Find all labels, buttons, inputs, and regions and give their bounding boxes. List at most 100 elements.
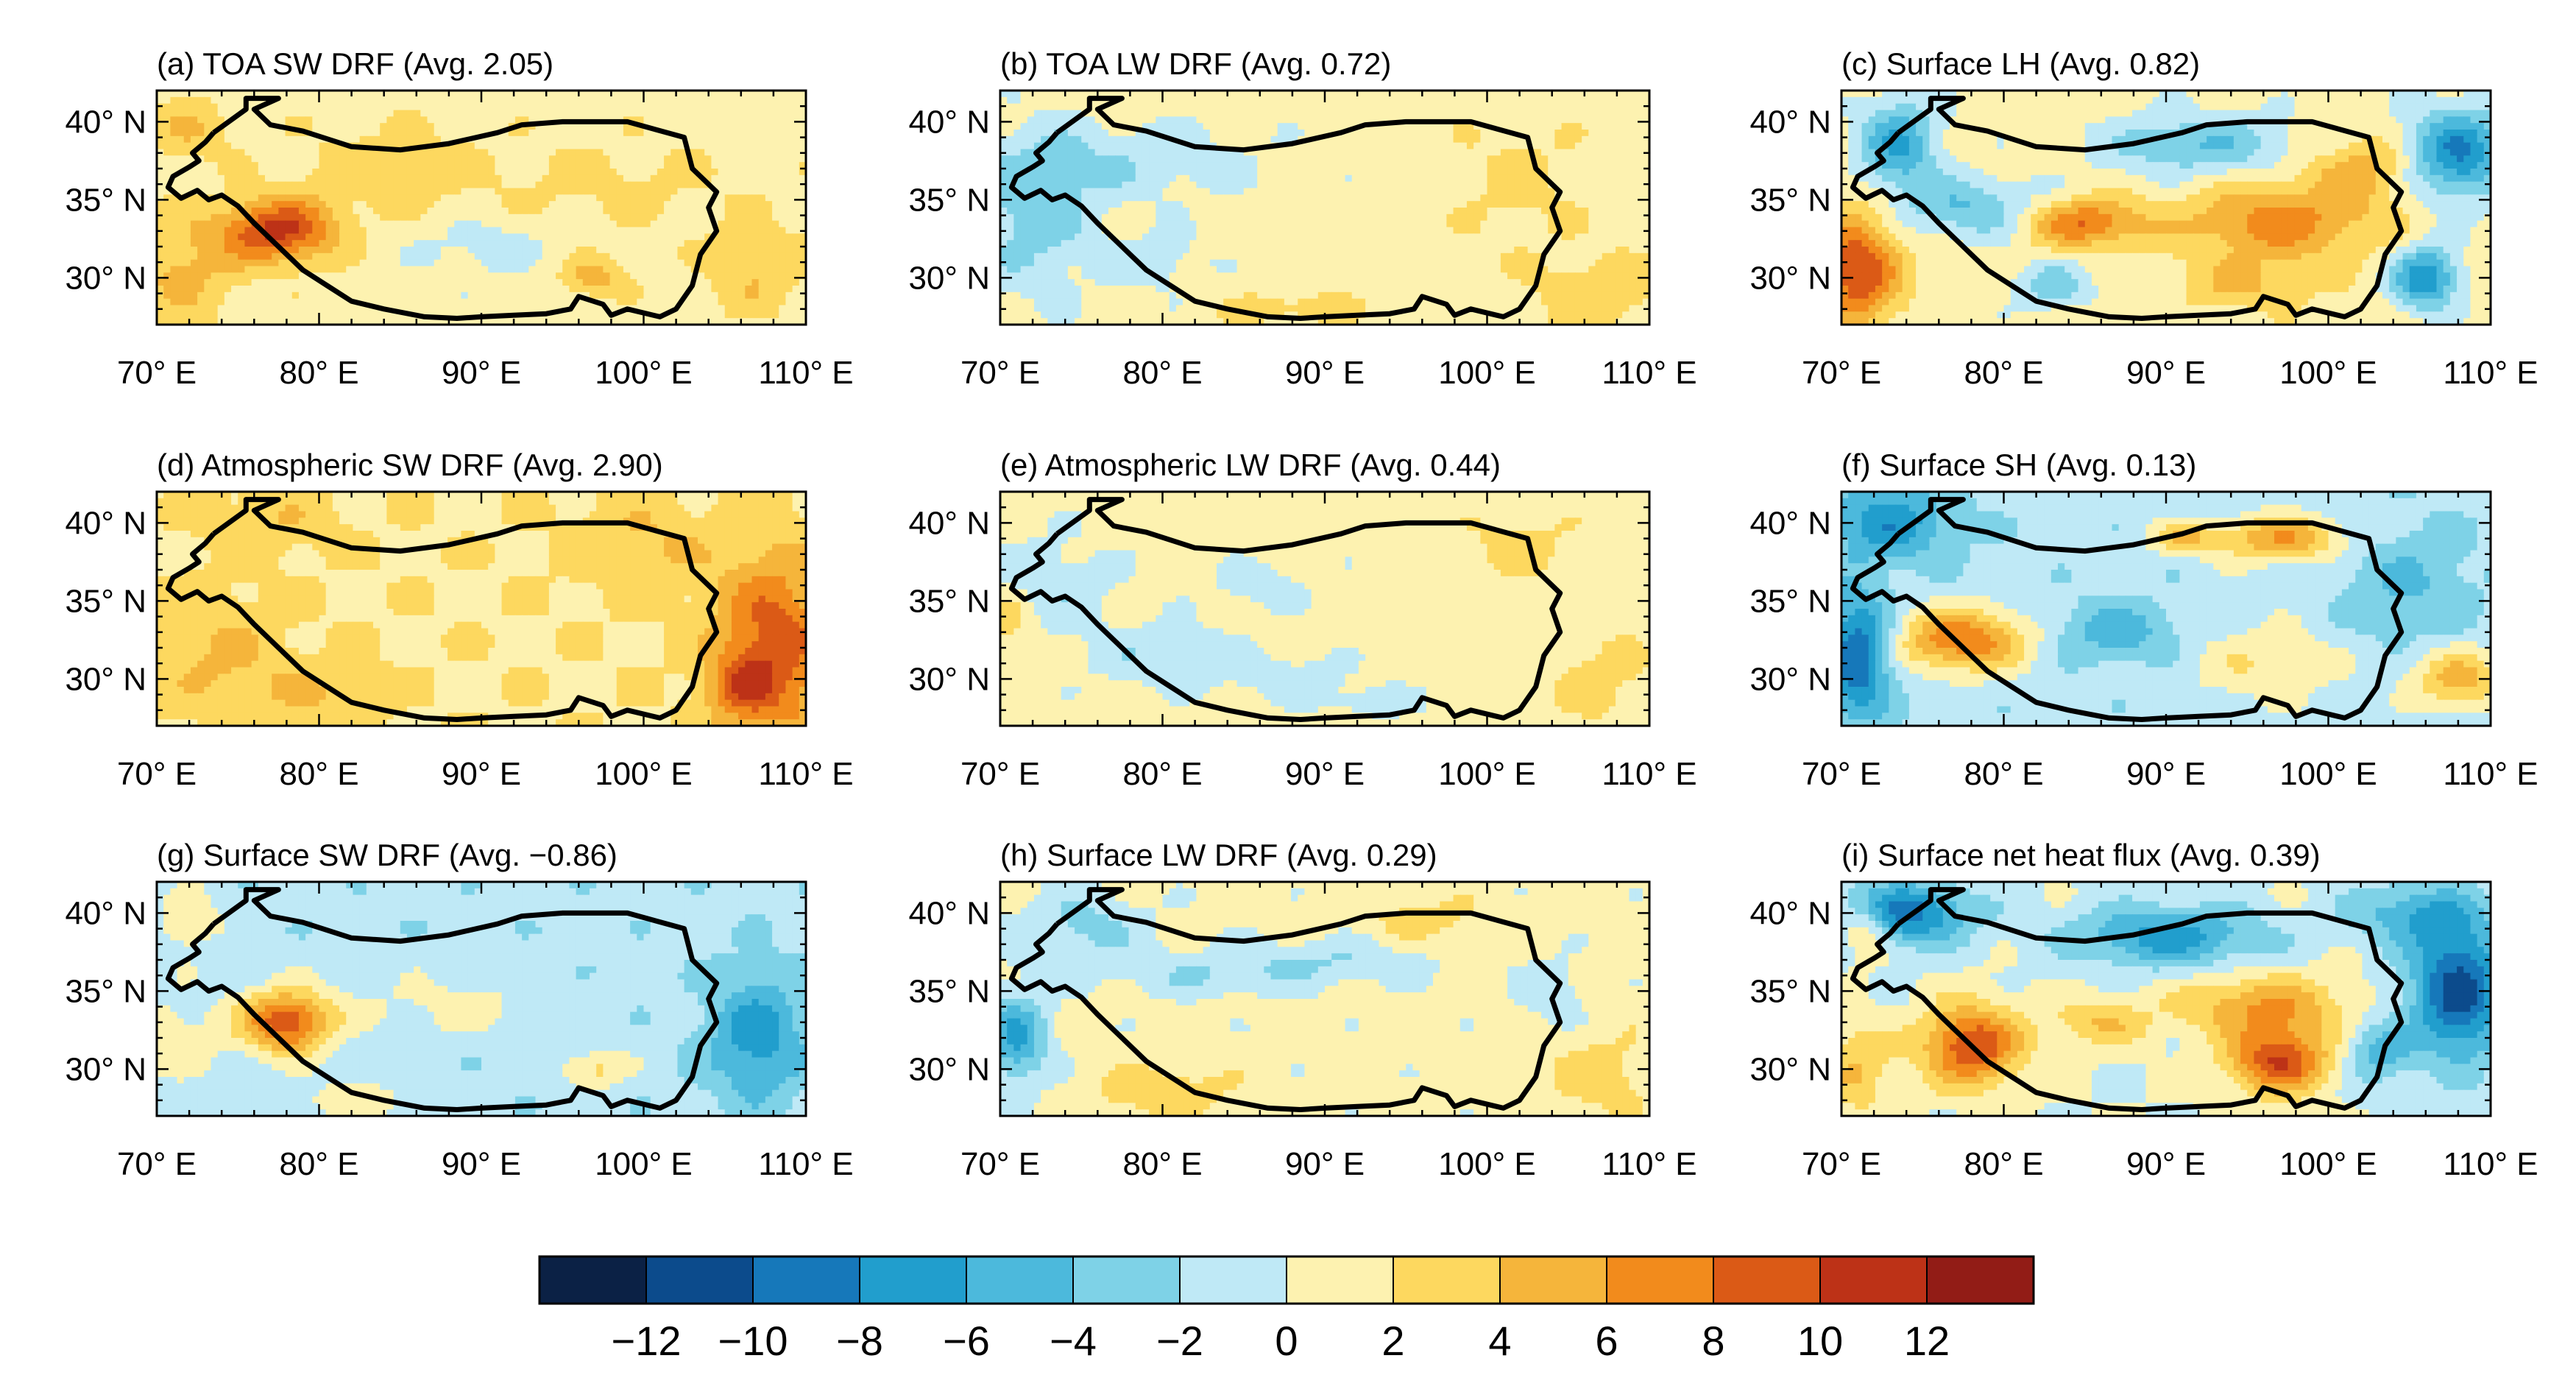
lon-tick-label: 110° E [1602,355,1696,391]
lat-tick-label: 35° N [1749,182,1831,218]
map-panel-f: (f) Surface SH (Avg. 0.13) 30° N 35° N 40° … [1749,448,2538,792]
contour-field [1000,882,1649,1116]
lon-tick-label: 110° E [2443,1146,2538,1182]
panel-title: (b) TOA LW DRF (Avg. 0.72) [1000,46,1391,81]
lon-tick-label: 80° E [1122,1146,1202,1182]
lon-tick-label: 90° E [442,756,521,792]
lon-tick-label: 90° E [442,355,521,391]
lat-tick-label: 40° N [908,895,990,931]
colorbar-swatch [859,1256,967,1304]
colorbar-tick-label: 12 [1904,1318,1950,1364]
colorbar-tick-label: 0 [1275,1318,1298,1364]
panel-title: (g) Surface SW DRF (Avg. −0.86) [157,838,618,872]
lon-tick-label: 100° E [2279,756,2377,792]
colorbar-tick-label: 4 [1488,1318,1511,1364]
lon-tick-label: 80° E [1964,355,2043,391]
colorbar: −12 −10 −8 −6 −4 −2 0 2 4 6 8 10 12 [538,1255,2035,1364]
colorbar-swatch [752,1256,860,1304]
colorbar-tick-label: −8 [836,1318,883,1364]
lat-tick-label: 30° N [65,260,146,296]
plateau-outline [165,96,720,321]
lon-tick-label: 80° E [279,1146,358,1182]
lat-tick-label: 40° N [65,895,146,931]
lat-tick-label: 35° N [908,583,990,619]
lat-tick-label: 30° N [908,1051,990,1087]
lat-tick-label: 35° N [65,973,146,1009]
lat-tick-label: 40° N [1749,104,1831,140]
colorbar-tick-label: −2 [1156,1318,1203,1364]
lon-tick-label: 80° E [279,355,358,391]
lat-tick-label: 40° N [1749,895,1831,931]
lon-tick-label: 70° E [117,756,197,792]
lon-tick-label: 70° E [960,1146,1040,1182]
lon-tick-label: 110° E [758,355,853,391]
colorbar-swatch [539,1256,647,1304]
lon-tick-label: 100° E [2279,1146,2377,1182]
lat-tick-label: 30° N [1749,1051,1831,1087]
lon-tick-label: 90° E [2126,756,2206,792]
lat-tick-label: 40° N [1749,505,1831,541]
colorbar-swatch [966,1256,1074,1304]
colorbar-swatch [1819,1256,1928,1304]
lon-tick-label: 110° E [758,1146,853,1182]
contour-field [1841,882,2491,1116]
colorbar-tick-label: −12 [612,1318,682,1364]
lon-tick-label: 110° E [2443,355,2538,391]
map-panel-e: (e) Atmospheric LW DRF (Avg. 0.44) 30° N 3… [908,448,1696,792]
colorbar-tick-label: 8 [1702,1318,1724,1364]
colorbar-swatch [1499,1256,1607,1304]
lon-tick-label: 70° E [1802,756,1881,792]
lon-tick-label: 70° E [1802,1146,1881,1182]
lon-tick-label: 80° E [1964,1146,2043,1182]
lat-tick-label: 35° N [1749,583,1831,619]
lon-tick-label: 100° E [595,355,693,391]
contour-field [1841,91,2491,325]
colorbar-swatch [1713,1256,1821,1304]
panel-title: (i) Surface net heat flux (Avg. 0.39) [1841,838,2321,872]
lon-tick-label: 90° E [2126,1146,2206,1182]
plateau-outline [1008,96,1563,321]
lon-tick-label: 90° E [442,1146,521,1182]
map-panel-d: (d) Atmospheric SW DRF (Avg. 2.90) 30° N 3… [65,448,853,792]
contour-field [1841,492,2491,726]
colorbar-tick-label: −4 [1050,1318,1097,1364]
lon-tick-label: 70° E [960,756,1040,792]
lon-tick-label: 80° E [1964,756,2043,792]
map-panel-i: (i) Surface net heat flux (Avg. 0.39) 30°… [1749,838,2538,1182]
panel-title: (h) Surface LW DRF (Avg. 0.29) [1000,838,1437,872]
map-panel-b: (b) TOA LW DRF (Avg. 0.72) 30° N 35° N 40° … [908,46,1696,391]
plateau-outline [1008,497,1563,722]
colorbar-swatch [1286,1256,1394,1304]
lat-tick-label: 40° N [908,104,990,140]
lon-tick-label: 100° E [1438,355,1536,391]
map-panel-g: (g) Surface SW DRF (Avg. −0.86) 30° N 35° … [65,838,853,1182]
panel-title: (f) Surface SH (Avg. 0.13) [1841,448,2196,482]
lat-tick-label: 35° N [65,583,146,619]
lon-tick-label: 80° E [1122,355,1202,391]
lat-tick-label: 30° N [1749,260,1831,296]
plateau-outline [1850,497,2405,722]
plateau-outline [165,497,720,722]
lat-tick-label: 30° N [908,260,990,296]
lat-tick-label: 30° N [65,661,146,697]
plateau-outline [1008,887,1563,1112]
lat-tick-label: 35° N [65,182,146,218]
lon-tick-label: 90° E [1285,1146,1365,1182]
plateau-outline [1850,887,2405,1112]
lon-tick-label: 100° E [1438,1146,1536,1182]
lon-tick-label: 110° E [2443,756,2538,792]
lat-tick-label: 35° N [908,182,990,218]
panel-title: (d) Atmospheric SW DRF (Avg. 2.90) [157,448,663,482]
lon-tick-label: 70° E [960,355,1040,391]
plateau-outline [165,887,720,1112]
lon-tick-label: 90° E [1285,756,1365,792]
lat-tick-label: 35° N [908,973,990,1009]
map-panel-a: (a) TOA SW DRF (Avg. 2.05) 30° N 35° N 40° … [65,46,853,391]
lat-tick-label: 40° N [65,104,146,140]
lon-tick-label: 100° E [2279,355,2377,391]
lon-tick-label: 70° E [117,1146,197,1182]
colorbar-swatch [1072,1256,1181,1304]
panel-title: (c) Surface LH (Avg. 0.82) [1841,46,2200,81]
colorbar-tick-label: 6 [1595,1318,1618,1364]
